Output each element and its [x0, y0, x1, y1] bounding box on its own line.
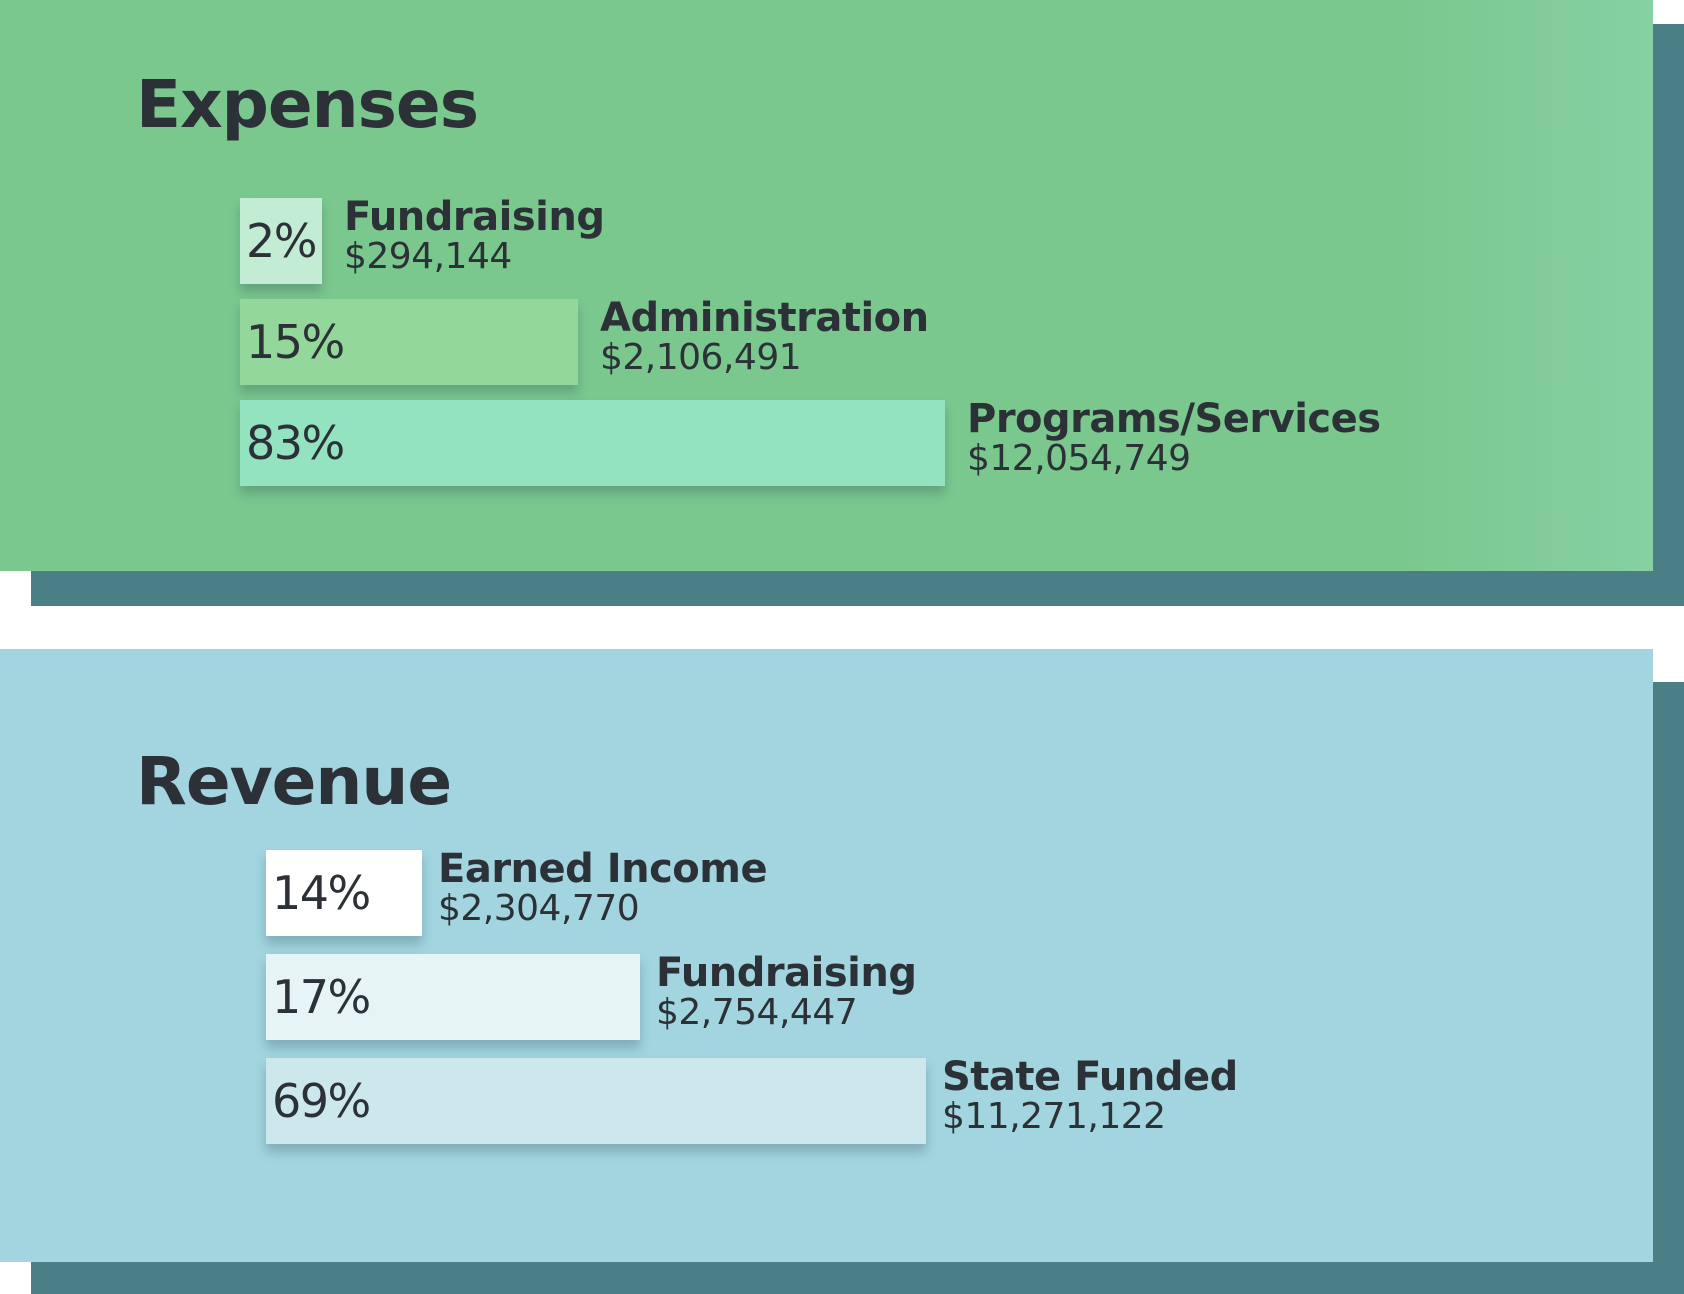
expenses-bar-label: Programs/Services $12,054,749: [967, 398, 1381, 478]
revenue-bar-0: 14%: [266, 850, 422, 936]
revenue-panel: Revenue 14% Earned Income $2,304,770 17% Fun…: [0, 649, 1653, 1262]
revenue-category-name: Earned Income: [438, 846, 768, 892]
expenses-bar-percent: 83%: [246, 416, 345, 470]
expenses-category-name: Administration: [600, 295, 929, 341]
revenue-category-name: State Funded: [942, 1054, 1238, 1100]
expenses-bar-2: 83%: [240, 400, 945, 486]
revenue-bar-label: State Funded $11,271,122: [942, 1056, 1238, 1136]
expenses-bar-1: 15%: [240, 299, 578, 385]
revenue-category-amount: $2,304,770: [438, 888, 640, 929]
expenses-category-name: Programs/Services: [967, 396, 1381, 442]
revenue-bar-label: Earned Income $2,304,770: [438, 846, 768, 929]
revenue-bar-percent: 69%: [272, 1074, 371, 1128]
revenue-title: Revenue: [136, 743, 452, 820]
revenue-bar-2: 69%: [266, 1058, 926, 1144]
expenses-category-name: Fundraising: [344, 194, 605, 240]
expenses-bar-percent: 2%: [246, 214, 317, 268]
expenses-bar-label: Administration $2,106,491: [600, 297, 929, 377]
revenue-category-amount: $2,754,447: [656, 992, 858, 1033]
revenue-bar-1: 17%: [266, 954, 640, 1040]
expenses-title: Expenses: [136, 66, 479, 143]
expenses-bar-label: Fundraising $294,144: [344, 194, 605, 277]
revenue-bar-label: Fundraising $2,754,447: [656, 950, 917, 1033]
revenue-bar-percent: 17%: [272, 970, 371, 1024]
expenses-category-amount: $12,054,749: [967, 438, 1191, 479]
revenue-bar-percent: 14%: [272, 866, 371, 920]
expenses-bar-0: 2%: [240, 198, 322, 284]
expenses-category-amount: $2,106,491: [600, 337, 802, 378]
revenue-category-name: Fundraising: [656, 950, 917, 996]
expenses-bar-percent: 15%: [246, 315, 345, 369]
revenue-category-amount: $11,271,122: [942, 1096, 1166, 1137]
expenses-panel: Expenses 2% Fundraising $294,144 15% Adminis…: [0, 0, 1653, 571]
expenses-category-amount: $294,144: [344, 236, 512, 277]
